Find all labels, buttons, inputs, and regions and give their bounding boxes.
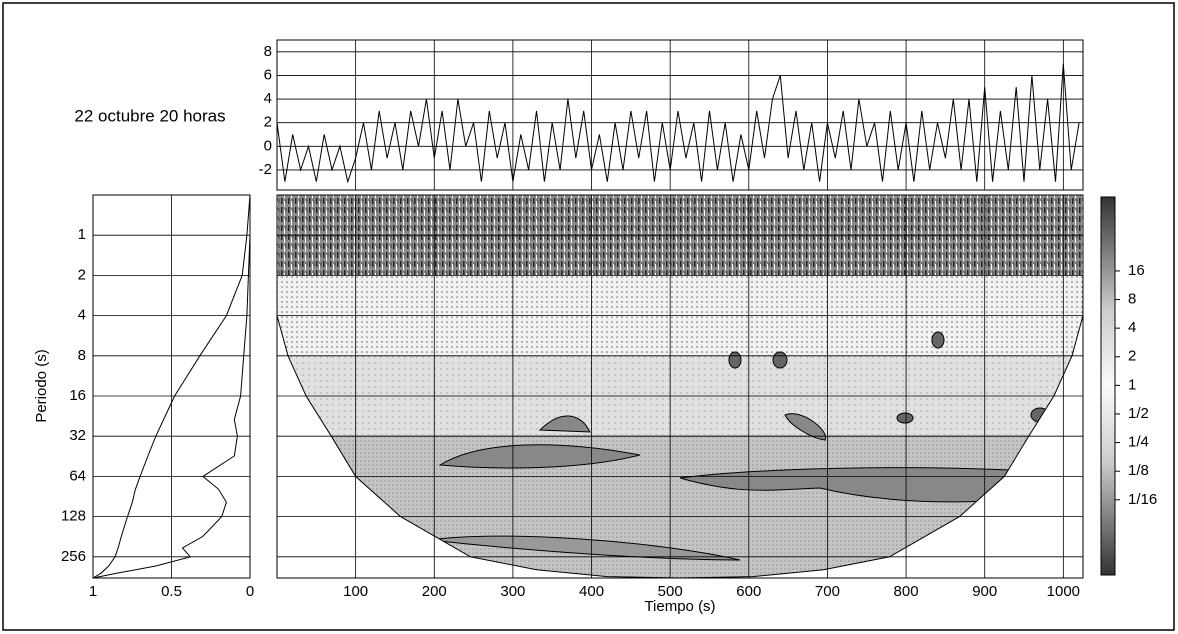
y-tick-label: 6 (264, 66, 272, 83)
x-tick-label: 0 (246, 583, 254, 600)
y-tick-label: 1 (78, 226, 86, 243)
x-tick-label: 500 (658, 583, 683, 600)
x-tick-label: 1 (89, 583, 97, 600)
colorbar-label: 1 (1128, 376, 1136, 393)
x-tick-label: 400 (579, 583, 604, 600)
scalogram-texture (277, 195, 1083, 578)
y-tick-label: 0 (264, 137, 272, 154)
y-tick-label: 2 (78, 266, 86, 283)
x-tick-label: 300 (500, 583, 525, 600)
series-line (276, 63, 1080, 184)
x-tick-label: 0.5 (161, 583, 182, 600)
y-tick-label: 4 (78, 307, 86, 324)
colorbar-label: 1/4 (1128, 434, 1149, 451)
x-tick-label: 800 (894, 583, 919, 600)
y-tick-label: 4 (264, 90, 272, 107)
y-tick-label: 16 (69, 387, 86, 404)
y-tick-label: 2 (264, 114, 272, 131)
y-tick-label: 128 (61, 508, 86, 525)
colorbar-label: 8 (1128, 291, 1136, 308)
y-axis-title: Periodo (s) (33, 349, 50, 422)
x-tick-label: 1000 (1047, 583, 1080, 600)
colorbar-label: 1/16 (1128, 491, 1157, 508)
x-tick-label: 100 (343, 583, 368, 600)
colorbar (1100, 196, 1116, 576)
x-tick-label: 700 (815, 583, 840, 600)
y-tick-label: 256 (61, 548, 86, 565)
x-tick-label: 600 (736, 583, 761, 600)
colorbar-label: 2 (1128, 348, 1136, 365)
y-tick-label: 64 (69, 467, 86, 484)
colorbar-label: 4 (1128, 319, 1136, 336)
series-axes (276, 39, 1084, 191)
colorbar-label: 1/8 (1128, 462, 1149, 479)
y-tick-label: 8 (264, 43, 272, 60)
colorbar-label: 16 (1128, 262, 1145, 279)
spectrum-line (92, 194, 251, 579)
x-tick-label: 900 (972, 583, 997, 600)
series-annotation: 22 octubre 20 horas (74, 106, 225, 125)
colorbar-label: 1/2 (1128, 405, 1149, 422)
y-tick-label: -2 (259, 161, 272, 178)
y-tick-label: 32 (69, 427, 86, 444)
y-tick-label: 8 (78, 347, 86, 364)
spectrum-line (92, 195, 251, 579)
x-tick-label: 200 (422, 583, 447, 600)
x-axis-title: Tiempo (s) (644, 598, 715, 615)
